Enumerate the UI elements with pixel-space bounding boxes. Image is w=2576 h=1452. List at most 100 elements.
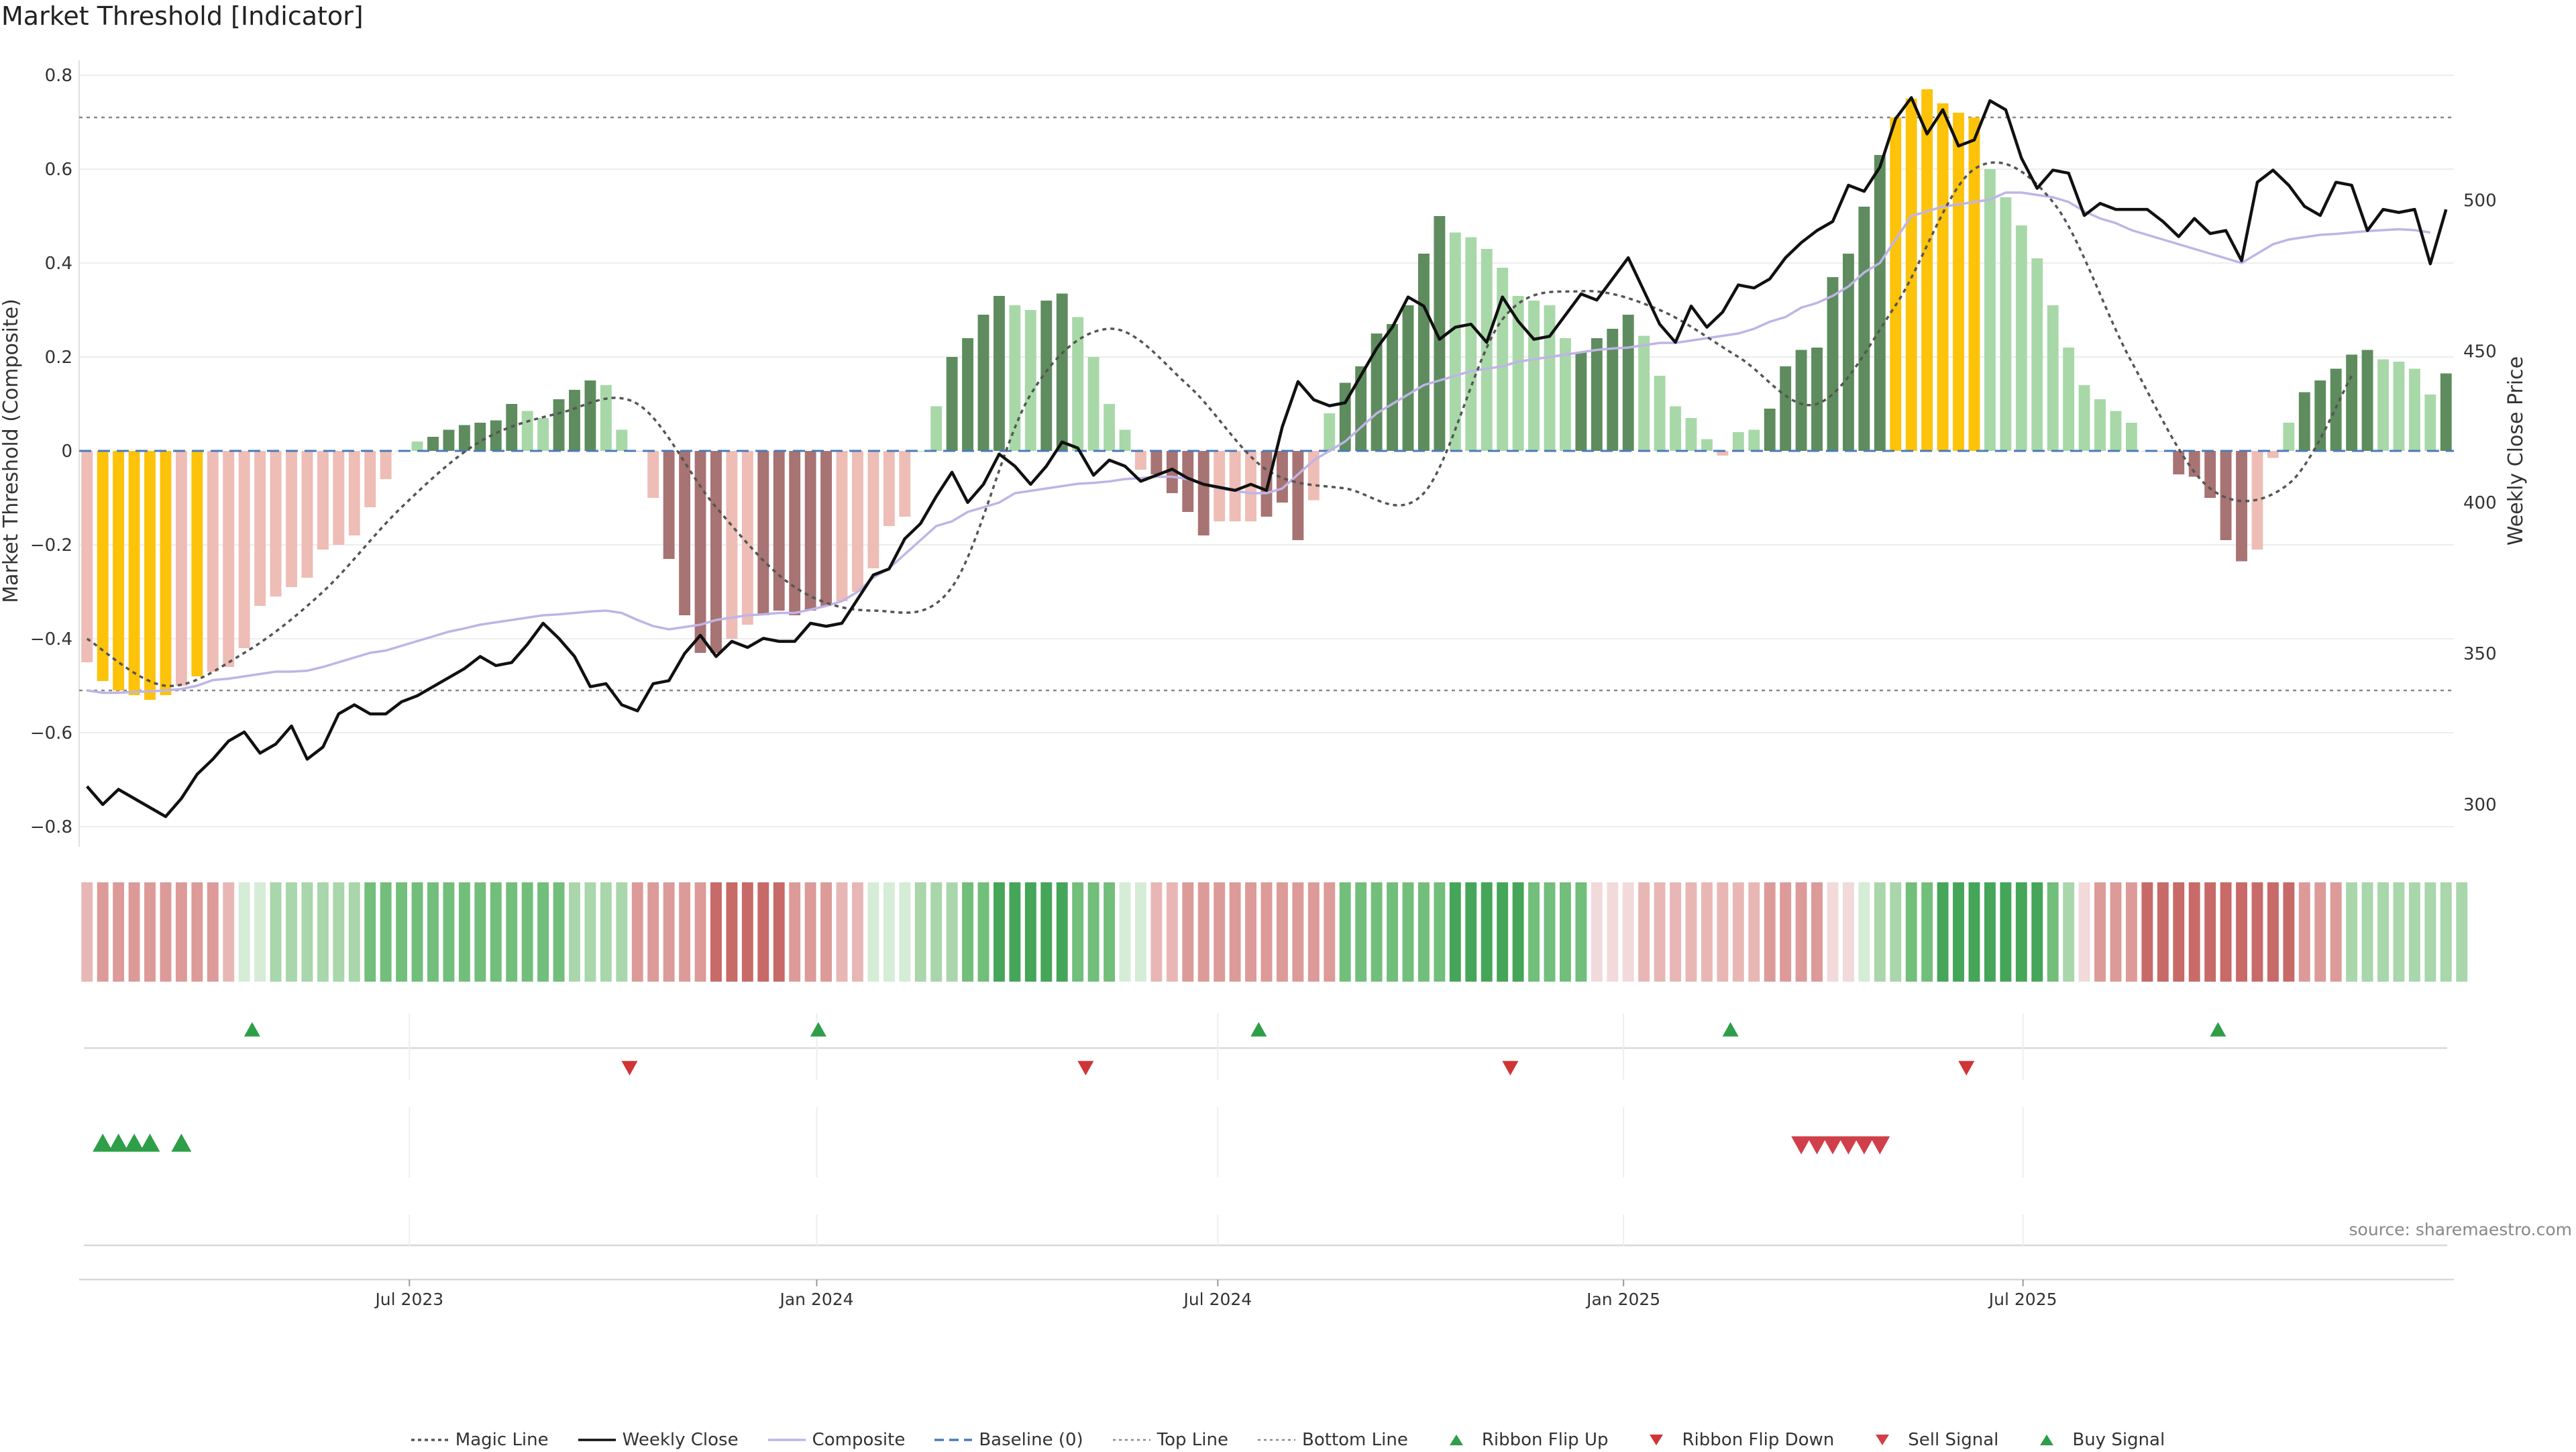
ribbon-cell	[757, 882, 769, 982]
ribbon-cell	[1465, 882, 1477, 982]
ribbon-cell	[1182, 882, 1194, 982]
sell-signal-marker	[1791, 1136, 1812, 1155]
ribbon-cell	[1764, 882, 1776, 982]
legend-label: Composite	[812, 1430, 906, 1450]
composite-bar	[1559, 338, 1571, 451]
y-tick-label: 0.4	[45, 254, 72, 274]
ribbon-cell	[1497, 882, 1509, 982]
ribbon-cell	[286, 882, 297, 982]
ribbon-cell	[1717, 882, 1729, 982]
ribbon-cell	[223, 882, 235, 982]
ribbon-cell	[333, 882, 345, 982]
ribbon-cell	[506, 882, 518, 982]
legend-label: Buy Signal	[2072, 1430, 2165, 1450]
y2-axis-title: Weekly Close Price	[2504, 356, 2528, 546]
y-tick-label: −0.6	[30, 723, 72, 743]
ribbon-cell	[2094, 882, 2106, 982]
composite-bar	[1937, 103, 1949, 451]
ribbon-cell	[1324, 882, 1336, 982]
composite-bar	[1701, 439, 1713, 451]
composite-bar	[977, 315, 989, 451]
ribbon-cell	[1842, 882, 1854, 982]
ribbon-cell	[1827, 882, 1839, 982]
composite-bar	[694, 451, 706, 653]
composite-bar	[427, 437, 439, 451]
ribbon-cell	[1119, 882, 1131, 982]
composite-bar	[2063, 348, 2075, 451]
ribbon-cell	[1701, 882, 1713, 982]
ribbon-cell	[458, 882, 470, 982]
legend-label: Bottom Line	[1302, 1430, 1408, 1450]
ribbon-cell	[2393, 882, 2405, 982]
composite-bar	[160, 451, 172, 695]
composite-bar	[238, 451, 250, 648]
ribbon-cell	[380, 882, 392, 982]
ribbon-cell	[2141, 882, 2153, 982]
ribbon-cell	[1009, 882, 1021, 982]
y-tick-label: −0.8	[30, 817, 72, 837]
composite-bar	[317, 451, 329, 550]
legend-item: Sell Signal	[1864, 1428, 1998, 1452]
ribbon-cell	[97, 882, 109, 982]
composite-bar	[867, 451, 879, 568]
composite-bar	[647, 451, 659, 498]
ribbon-cell	[1277, 882, 1288, 982]
ribbon-cell	[647, 882, 659, 982]
composite-bar	[458, 425, 470, 451]
ribbon-cell	[726, 882, 738, 982]
ribbon-cell	[443, 882, 455, 982]
composite-bar	[679, 451, 691, 615]
ribbon-cell	[1150, 882, 1163, 982]
composite-bar	[2125, 423, 2137, 451]
ribbon-cell	[600, 882, 612, 982]
composite-bar	[757, 451, 769, 615]
ribbon-cell	[804, 882, 816, 982]
buy-signal-marker	[124, 1133, 145, 1152]
composite-bar	[804, 451, 816, 611]
composite-bar	[1921, 89, 1933, 451]
ribbon-cell	[1622, 882, 1634, 982]
legend-symbol	[1112, 1439, 1150, 1441]
composite-bar	[1355, 366, 1367, 451]
ribbon-cell	[852, 882, 863, 982]
ribbon-cell	[1087, 882, 1099, 982]
y2-tick-label: 400	[2463, 493, 2497, 513]
ribbon-cell	[2047, 882, 2059, 982]
ribbon-cell	[1417, 882, 1430, 982]
composite-bar	[883, 451, 895, 526]
ribbon-cell	[1166, 882, 1178, 982]
x-tick-label: Jan 2025	[1585, 1290, 1660, 1309]
ribbon-flip-down-marker	[1502, 1061, 1519, 1076]
ribbon-cell	[2408, 882, 2420, 982]
composite-bar	[1874, 155, 1886, 451]
ribbon-cell	[914, 882, 926, 982]
composite-bar	[1197, 451, 1210, 535]
ribbon-cell	[2251, 882, 2263, 982]
composite-bar	[2377, 359, 2389, 451]
composite-bar	[1497, 268, 1509, 451]
ribbon-cell	[364, 882, 376, 982]
ribbon-cell	[741, 882, 753, 982]
composite-bar	[191, 451, 203, 676]
ribbon-cell	[1512, 882, 1524, 982]
y-axis-title: Market Threshold (Composite)	[0, 299, 23, 603]
composite-bar	[207, 451, 219, 672]
ribbon-flip-down-marker	[1958, 1061, 1975, 1076]
ribbon-cell	[1780, 882, 1792, 982]
buy-signal-marker	[140, 1133, 160, 1152]
sell-signal-marker	[1854, 1136, 1874, 1155]
ribbon-cell	[1260, 882, 1273, 982]
composite-bar	[2047, 305, 2059, 451]
composite-bar	[1434, 216, 1446, 451]
composite-bar	[144, 451, 156, 700]
composite-bar	[569, 390, 580, 451]
ribbon-cell	[2000, 882, 2012, 982]
y-tick-label: 0	[61, 442, 72, 462]
composite-bar	[1512, 296, 1524, 451]
legend-label: Top Line	[1157, 1430, 1228, 1450]
ribbon-cell	[2173, 882, 2185, 982]
composite-bar	[2204, 451, 2216, 498]
composite-bar	[1544, 305, 1556, 451]
ribbon-cell	[1984, 882, 1996, 982]
ribbon-cell	[2330, 882, 2342, 982]
